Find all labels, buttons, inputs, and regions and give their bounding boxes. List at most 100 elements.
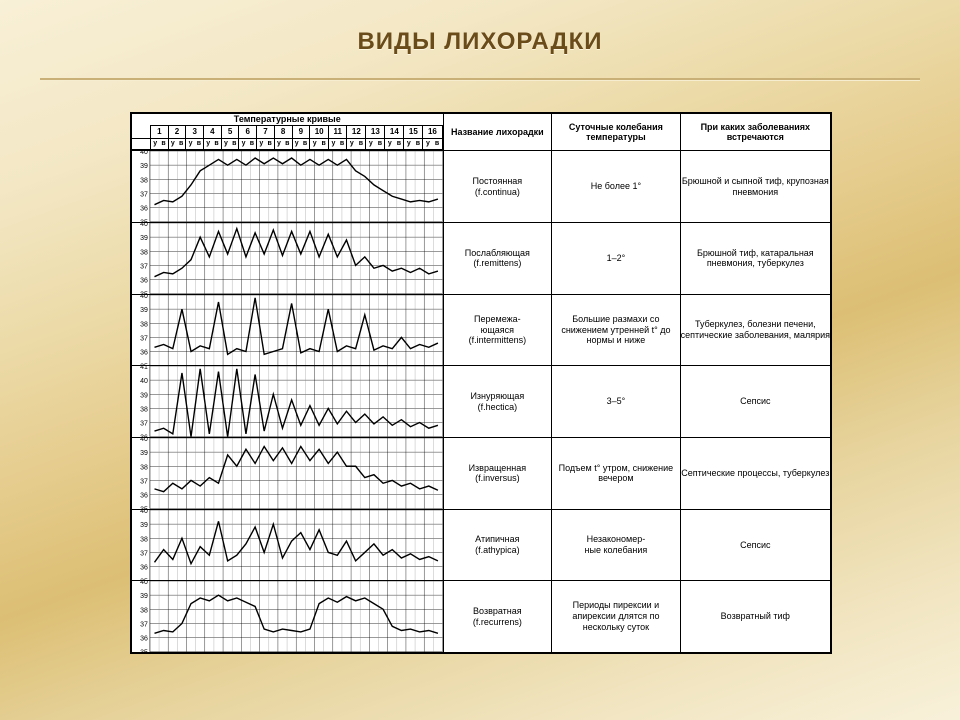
fever-table: Температурные кривые 1234567891011121314… (131, 113, 831, 653)
fever-name: Атипичная(f.athypica) (443, 509, 552, 581)
fever-disease: Сепсис (680, 509, 830, 581)
fever-disease: Туберкулез, болезни печени, септические … (680, 294, 830, 366)
svg-text:38: 38 (140, 608, 148, 615)
svg-text:38: 38 (140, 407, 148, 414)
uv-label: ув (385, 139, 404, 150)
fever-name: Изнуряющая(f.hectica) (443, 366, 552, 438)
temperature-chart: 353637383940 (132, 223, 444, 295)
day-label: 5 (221, 126, 239, 139)
svg-text:36: 36 (140, 206, 148, 213)
uv-label: ув (347, 139, 366, 150)
svg-text:39: 39 (140, 393, 148, 400)
fever-name: Послабляющая(f.remittens) (443, 223, 552, 295)
svg-text:39: 39 (140, 593, 148, 600)
svg-text:37: 37 (140, 335, 148, 342)
fever-variation: Не более 1° (552, 151, 680, 223)
svg-text:38: 38 (140, 178, 148, 185)
fever-disease: Брюшной и сыпной тиф, крупозная пневмони… (680, 151, 830, 223)
svg-text:40: 40 (140, 510, 148, 515)
svg-text:39: 39 (140, 235, 148, 242)
svg-text:40: 40 (140, 438, 148, 443)
day-label: 3 (186, 126, 204, 139)
fever-disease: Возвратный тиф (680, 581, 830, 653)
day-label: 11 (329, 126, 347, 139)
uv-label: ув (239, 139, 257, 150)
svg-text:36: 36 (140, 278, 148, 285)
svg-text:39: 39 (140, 163, 148, 170)
svg-text:40: 40 (140, 581, 148, 586)
svg-text:36: 36 (140, 564, 148, 571)
fever-row: 353637383940Перемежа-ющаяся(f.intermitte… (132, 294, 831, 366)
svg-text:40: 40 (140, 295, 148, 300)
uv-label: ув (310, 139, 329, 150)
svg-text:37: 37 (140, 478, 148, 485)
svg-text:36: 36 (140, 636, 148, 643)
svg-text:40: 40 (140, 223, 148, 228)
fever-variation: 3–5° (552, 366, 680, 438)
uv-label: ув (329, 139, 347, 150)
fever-disease: Септические процессы, туберкулез (680, 437, 830, 509)
svg-text:37: 37 (140, 263, 148, 270)
fever-row: 353637383940Возвратная(f.recurrens)Перио… (132, 581, 831, 653)
day-label: 2 (168, 126, 186, 139)
svg-text:39: 39 (140, 450, 148, 457)
svg-text:38: 38 (140, 249, 148, 256)
uv-label: ув (204, 139, 222, 150)
svg-text:39: 39 (140, 522, 148, 529)
fever-variation: 1–2° (552, 223, 680, 295)
uv-label: ув (366, 139, 385, 150)
svg-text:36: 36 (140, 349, 148, 356)
fever-row: 353637383940Постоянная(f.continua)Не бол… (132, 151, 831, 223)
svg-text:39: 39 (140, 307, 148, 314)
day-label: 16 (423, 126, 442, 139)
fever-row: 353637383940Извращенная(f.inversus)Подъе… (132, 437, 831, 509)
temperature-chart: 353637383940 (132, 294, 444, 366)
fever-variation: Большие размахи со снижением утренней t°… (552, 294, 680, 366)
fever-name: Перемежа-ющаяся(f.intermittens) (443, 294, 552, 366)
uv-label: ув (274, 139, 292, 150)
day-label: 6 (239, 126, 257, 139)
fever-row: 363738394041Изнуряющая(f.hectica)3–5°Сеп… (132, 366, 831, 438)
fever-name: Возвратная(f.recurrens) (443, 581, 552, 653)
fever-disease: Сепсис (680, 366, 830, 438)
uv-label: ув (292, 139, 310, 150)
day-label: 8 (274, 126, 292, 139)
fever-variation: Подъем t° утром, снижение вечером (552, 437, 680, 509)
svg-text:35: 35 (140, 650, 148, 652)
day-label: 14 (385, 126, 404, 139)
uv-label: ув (168, 139, 186, 150)
uv-label: ув (186, 139, 204, 150)
day-label: 12 (347, 126, 366, 139)
uv-label: ув (151, 139, 169, 150)
col-header-variation: Суточные колебания температуры (552, 114, 680, 151)
uv-label: ув (423, 139, 442, 150)
fever-variation: Периоды пирексии и апирексии длятся по н… (552, 581, 680, 653)
day-label: 13 (366, 126, 385, 139)
temperature-chart: 353637383940 (132, 509, 444, 581)
fever-name: Извращенная(f.inversus) (443, 437, 552, 509)
temperature-chart: 363738394041 (132, 366, 444, 438)
svg-text:37: 37 (140, 550, 148, 557)
svg-text:37: 37 (140, 192, 148, 199)
temperature-chart: 353637383940 (132, 581, 444, 653)
uv-label: ув (257, 139, 275, 150)
fever-name: Постоянная(f.continua) (443, 151, 552, 223)
temperature-chart: 353637383940 (132, 437, 444, 509)
svg-text:38: 38 (140, 536, 148, 543)
col-header-chart: Температурные кривые 1234567891011121314… (132, 114, 444, 151)
fever-table-container: Температурные кривые 1234567891011121314… (130, 112, 832, 654)
svg-text:40: 40 (140, 378, 148, 385)
day-label: 15 (404, 126, 423, 139)
svg-text:40: 40 (140, 151, 148, 156)
svg-text:38: 38 (140, 321, 148, 328)
col-header-name: Название лихорадки (443, 114, 552, 151)
uv-label: ув (221, 139, 239, 150)
svg-text:37: 37 (140, 421, 148, 428)
uv-label: ув (404, 139, 423, 150)
temperature-chart: 353637383940 (132, 151, 444, 223)
svg-text:38: 38 (140, 464, 148, 471)
day-label: 7 (257, 126, 275, 139)
day-label: 10 (310, 126, 329, 139)
col-header-disease: При каких заболеваниях встречаются (680, 114, 830, 151)
day-label: 4 (204, 126, 222, 139)
